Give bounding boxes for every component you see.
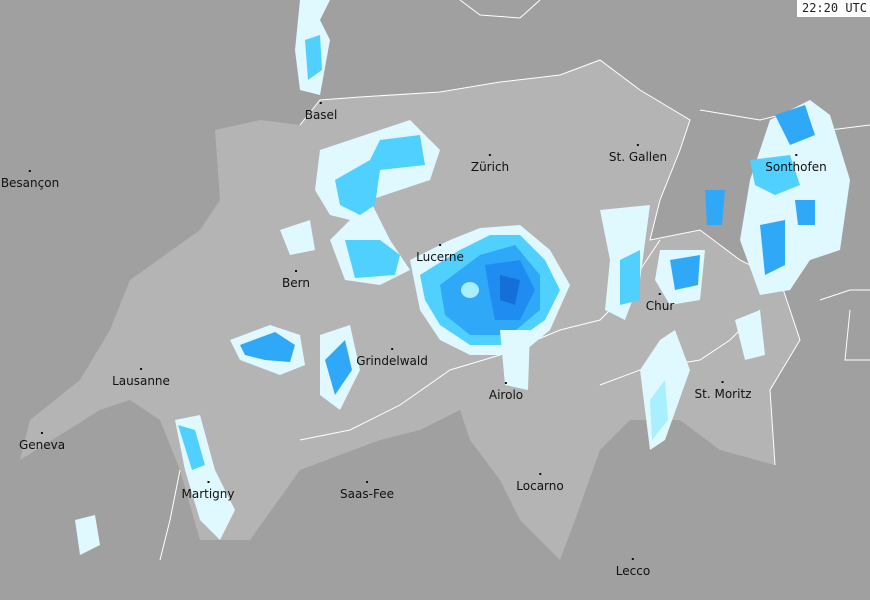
city-marker — [140, 368, 142, 370]
city-bern[interactable]: Bern — [282, 270, 310, 290]
city-label: Geneva — [18, 438, 66, 452]
city-marker — [721, 381, 724, 383]
city-label: Chur — [645, 299, 675, 313]
city-marker — [320, 102, 322, 104]
city-martigny[interactable]: Martigny — [181, 481, 235, 501]
city-marker — [795, 154, 797, 156]
precipitation-echoes — [75, 0, 850, 555]
city-label: Lausanne — [112, 374, 170, 388]
city-label: Saas-Fee — [340, 487, 394, 501]
city-marker — [29, 170, 31, 172]
city-label: Bern — [282, 276, 310, 290]
city-label: Lucerne — [416, 250, 464, 264]
city-marker — [504, 382, 507, 384]
city-saas-fee[interactable]: Saas-Fee — [340, 481, 394, 501]
city-marker — [206, 481, 209, 483]
city-label: Basel — [304, 108, 338, 122]
city-zurich[interactable]: Zürich — [471, 154, 509, 174]
city-marker — [488, 154, 491, 156]
city-lecco[interactable]: Lecco — [616, 558, 650, 578]
city-geneva[interactable]: Geneva — [19, 432, 65, 452]
city-marker — [41, 432, 43, 434]
city-label: Grindelwald — [356, 354, 428, 368]
city-marker — [632, 558, 634, 560]
switzerland-area — [20, 60, 800, 560]
city-lausanne[interactable]: Lausanne — [112, 368, 170, 388]
city-label: Airolo — [488, 388, 524, 402]
city-marker — [365, 481, 368, 483]
city-marker — [659, 293, 661, 295]
city-marker — [294, 270, 297, 272]
city-marker — [391, 348, 393, 350]
city-locarno[interactable]: Locarno — [516, 473, 564, 493]
city-label: Lecco — [615, 564, 651, 578]
city-st-moritz[interactable]: St. Moritz — [694, 381, 752, 401]
city-marker — [636, 144, 639, 146]
city-label: St. Moritz — [694, 387, 752, 401]
city-label: Martigny — [181, 487, 235, 501]
city-marker — [439, 244, 441, 246]
city-sonthofen[interactable]: Sonthofen — [765, 154, 827, 174]
city-lucerne[interactable]: Lucerne — [416, 244, 464, 264]
city-label: Locarno — [516, 479, 564, 493]
city-airolo[interactable]: Airolo — [489, 382, 523, 402]
city-grindelwald[interactable]: Grindelwald — [356, 348, 428, 368]
timestamp-label: 22:20 UTC — [796, 0, 870, 17]
city-label: St. Gallen — [608, 150, 668, 164]
city-chur[interactable]: Chur — [645, 293, 675, 313]
city-label: Zürich — [470, 160, 510, 174]
city-marker — [539, 473, 541, 475]
city-st-gallen[interactable]: St. Gallen — [609, 144, 667, 164]
city-besancon[interactable]: Besançon — [1, 170, 59, 190]
city-label: Sonthofen — [765, 160, 827, 174]
city-basel[interactable]: Basel — [304, 102, 338, 122]
city-label: Besançon — [0, 176, 60, 190]
